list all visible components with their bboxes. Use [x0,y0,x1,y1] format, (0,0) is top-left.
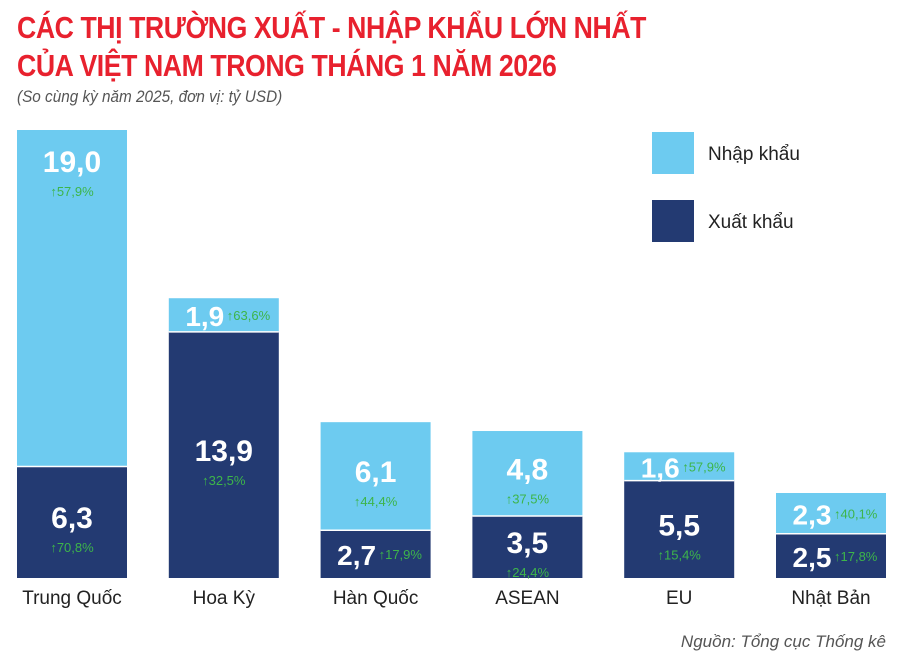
category-label: Hàn Quốc [333,588,419,609]
value-label: 19,0 [43,146,101,179]
legend-label: Nhập khẩu [708,144,800,165]
bar-import [624,452,735,481]
change-label: ↑15,4% [658,547,702,562]
change-label: ↑70,8% [50,540,94,555]
bar-export [624,480,735,578]
legend-swatch [652,200,694,242]
bar-export [472,516,583,578]
category-label: Hoa Kỳ [193,588,256,609]
value-label: 1,9 [185,301,224,332]
bar-export [17,466,127,578]
category-label: Nhật Bản [791,588,870,609]
value-label: 13,9 [195,435,253,468]
value-label: 6,3 [51,502,93,535]
value-label: 2,3 [793,499,832,530]
value-label: 3,5 [507,527,549,560]
change-label: ↑37,5% [506,492,550,507]
change-label: ↑24,4% [506,565,550,580]
chart-subtitle: (So cùng kỳ năm 2025, đơn vị: tỷ USD) [17,87,283,106]
value-label: 6,1 [355,456,397,489]
bar-import [472,431,583,517]
change-label: ↑17,9% [379,547,423,562]
change-label: ↑57,9% [50,184,94,199]
bar-export [168,331,279,578]
change-label: ↑40,1% [834,506,878,521]
change-label: ↑32,5% [202,473,246,488]
category-label: Trung Quốc [22,588,122,609]
legend-swatch [652,132,694,174]
chart-title-line-1: CÁC THỊ TRƯỜNG XUẤT - NHẬP KHẨU LỚN NHẤT [17,10,646,45]
chart-source: Nguồn: Tổng cục Thống kê [680,632,886,651]
change-label: ↑57,9% [682,459,726,474]
change-label: ↑17,8% [834,549,878,564]
value-label: 2,5 [793,542,832,573]
bar-export [320,530,431,578]
bar-import [168,298,279,332]
value-label: 2,7 [337,540,376,571]
change-label: ↑44,4% [354,494,398,509]
legend-label: Xuất khẩu [708,212,794,233]
category-label: ASEAN [495,588,559,609]
value-label: 1,6 [641,452,680,483]
change-label: ↑63,6% [227,308,271,323]
chart-title-line-2: CỦA VIỆT NAM TRONG THÁNG 1 NĂM 2026 [17,48,557,83]
value-label: 4,8 [507,454,549,487]
value-label: 5,5 [658,509,700,542]
bar-import [776,493,886,534]
category-label: EU [666,588,692,609]
bar-import [320,422,431,531]
bar-export [776,533,886,578]
bar-import [17,130,127,467]
